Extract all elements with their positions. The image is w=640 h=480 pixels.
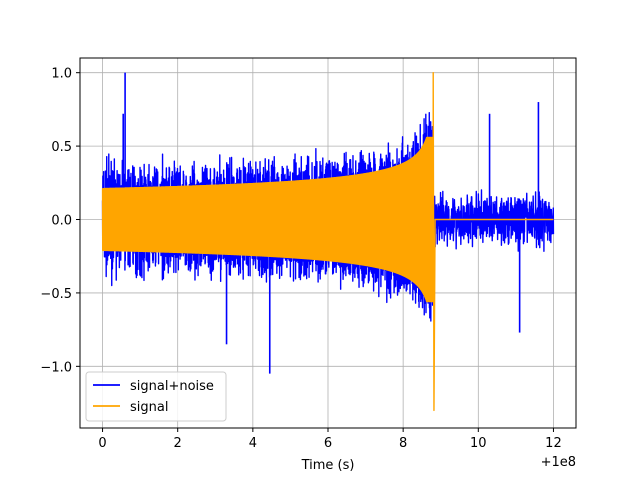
y-tick-label: 0.0 (51, 214, 72, 229)
x-tick-label: 2 (174, 436, 182, 451)
plot-area (101, 71, 555, 412)
x-ticks: 0 2 4 6 8 10 12 (98, 428, 562, 451)
y-tick-label: −1.0 (40, 360, 72, 375)
series-signal (101, 71, 554, 412)
y-tick-label: 1.0 (51, 67, 72, 82)
y-tick-label: 0.5 (51, 140, 72, 155)
y-ticks: −1.0 −0.5 0.0 0.5 1.0 (40, 67, 80, 375)
legend-label-signal-noise: signal+noise (130, 379, 214, 394)
x-axis-label: Time (s) (301, 458, 355, 473)
legend-label-signal: signal (130, 400, 168, 415)
x-tick-label: 6 (324, 436, 332, 451)
x-tick-label: 4 (249, 436, 257, 451)
line-signal (101, 71, 554, 412)
x-tick-label: 8 (399, 436, 407, 451)
x-offset-label: +1e8 (541, 455, 576, 470)
x-tick-label: 12 (545, 436, 562, 451)
x-tick-label: 0 (98, 436, 106, 451)
legend-box (85, 371, 227, 422)
legend: signal+noise signal (85, 371, 227, 422)
x-tick-label: 10 (470, 436, 487, 451)
y-tick-label: −0.5 (40, 287, 72, 302)
